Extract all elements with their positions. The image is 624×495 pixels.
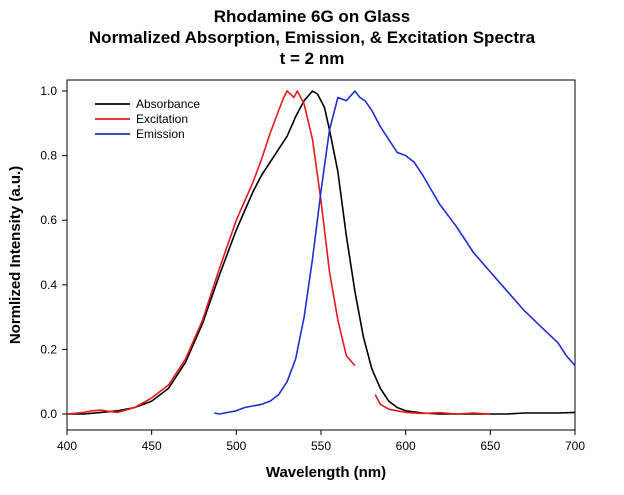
- series-excitation-line-segment: [66, 90, 356, 415]
- legend-label-absorbance: Absorbance: [136, 97, 200, 111]
- x-tick-label: 650: [480, 439, 500, 453]
- y-tick-label: 0.0: [40, 407, 57, 421]
- y-tick-label: 1.0: [40, 84, 57, 98]
- x-tick-label: 450: [142, 439, 162, 453]
- y-tick-label: 0.6: [40, 213, 57, 227]
- y-tick-label: 0.2: [40, 342, 57, 356]
- legend-label-excitation: Excitation: [136, 112, 188, 126]
- y-tick-label: 0.4: [40, 278, 57, 292]
- x-tick-label: 400: [57, 439, 77, 453]
- chart-title: Rhodamine 6G on Glass: [213, 7, 411, 26]
- x-tick-label: 600: [396, 439, 416, 453]
- x-tick-label: 550: [311, 439, 331, 453]
- x-tick-label: 700: [565, 439, 585, 453]
- series-excitation-line-segment: [374, 394, 491, 415]
- series-emission-line: [214, 90, 576, 415]
- y-tick-label: 0.8: [40, 149, 57, 163]
- chart-subtitle-thickness: t = 2 nm: [279, 49, 345, 68]
- chart-subtitle: Normalized Absorption, Emission, & Excit…: [88, 28, 536, 47]
- x-axis-label: Wavelength (nm): [266, 464, 386, 481]
- y-axis-label: Normlized Intensity (a.u.): [7, 166, 24, 344]
- legend-label-emission: Emission: [136, 127, 185, 141]
- x-tick-label: 500: [226, 439, 246, 453]
